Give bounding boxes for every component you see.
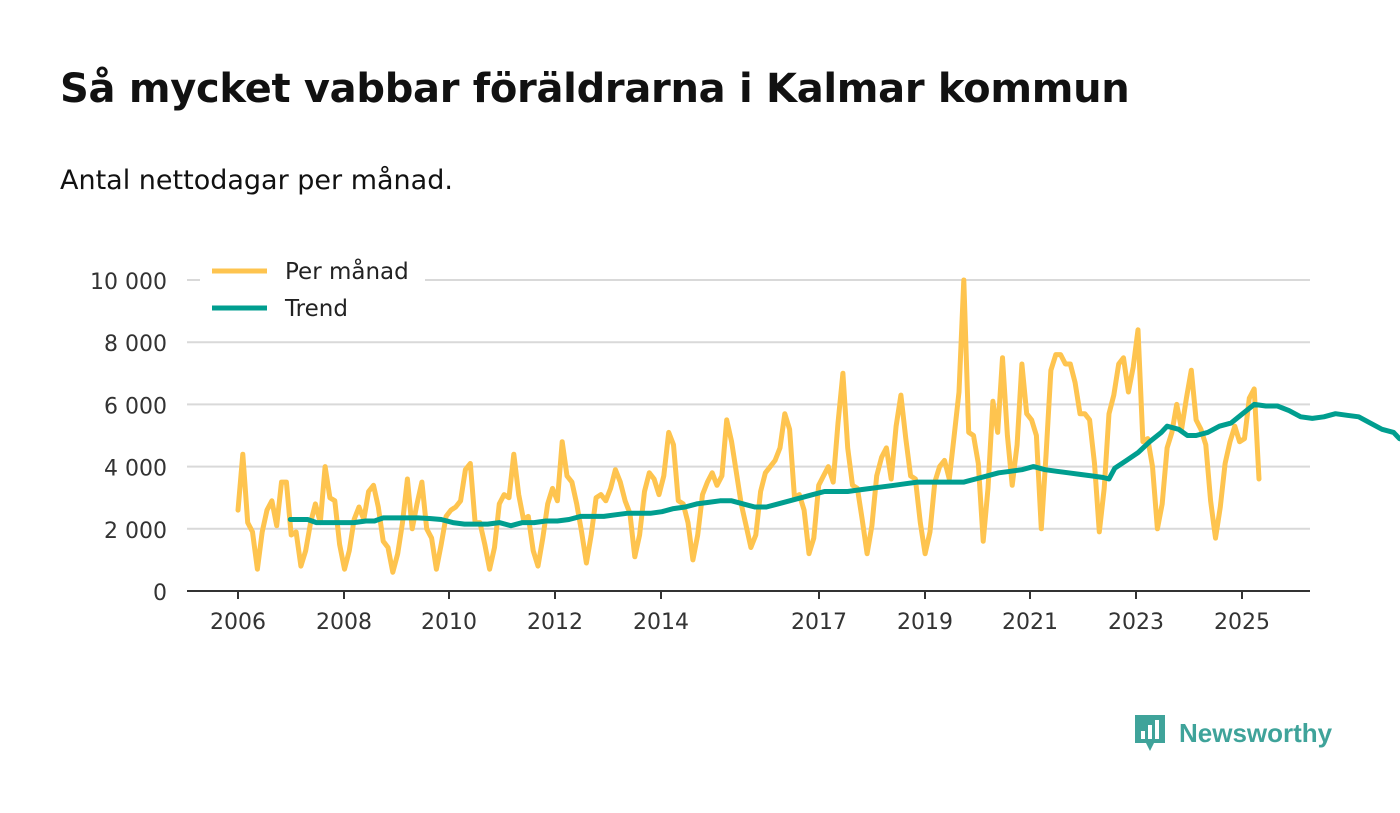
x-tick-label: 2025 <box>1214 610 1270 635</box>
legend-label-per-manad: Per månad <box>285 257 409 285</box>
y-axis-tick-labels: 0 2 000 4 000 6 000 8 000 10 000 <box>90 270 167 606</box>
legend: Per månad Trend <box>200 252 425 324</box>
series-layer <box>235 277 1400 575</box>
y-tick-label: 8 000 <box>104 332 167 357</box>
x-axis-tick-labels: 2006 2008 2010 2012 2014 2017 2019 2021 2023 2025 <box>210 591 1270 635</box>
y-tick-label: 2 000 <box>104 519 167 544</box>
y-tick-label: 6 000 <box>104 394 167 419</box>
newsworthy-logo: Newsworthy <box>1133 713 1332 753</box>
chart-subtitle: Antal nettodagar per månad. <box>60 165 453 196</box>
y-tick-label: 10 000 <box>90 270 167 295</box>
legend-background <box>200 252 425 324</box>
series-line-per-manad <box>235 277 1262 575</box>
x-tick-label: 2019 <box>897 610 953 635</box>
x-tick-label: 2023 <box>1108 610 1164 635</box>
x-tick-label: 2017 <box>791 610 847 635</box>
x-tick-label: 2006 <box>210 610 266 635</box>
chart-title: Så mycket vabbar föräldrarna i Kalmar ko… <box>60 66 1130 112</box>
x-tick-label: 2010 <box>421 610 477 635</box>
newsworthy-wordmark: Newsworthy <box>1179 717 1333 748</box>
y-tick-label: 4 000 <box>104 457 167 482</box>
x-tick-label: 2012 <box>527 610 583 635</box>
newsworthy-chart-icon <box>1135 715 1165 751</box>
x-tick-label: 2014 <box>633 610 689 635</box>
series-line-trend <box>287 401 1400 529</box>
x-tick-label: 2021 <box>1002 610 1058 635</box>
legend-label-trend: Trend <box>284 296 348 322</box>
y-tick-label: 0 <box>153 581 167 606</box>
x-tick-label: 2008 <box>316 610 372 635</box>
